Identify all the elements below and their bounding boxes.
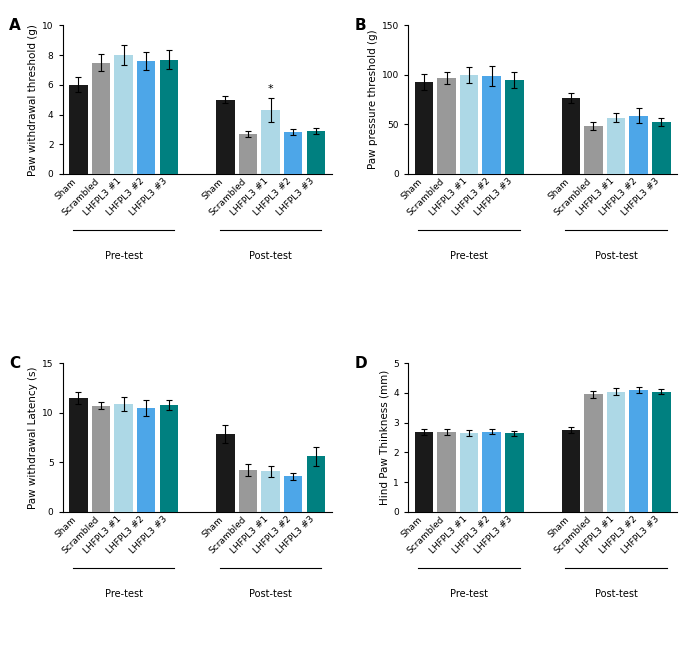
Bar (562, 430, 580, 512)
Text: B: B (354, 18, 366, 33)
Bar (652, 122, 670, 174)
Bar (216, 434, 235, 512)
Bar (307, 457, 325, 512)
Bar (437, 432, 456, 512)
Text: A: A (9, 18, 21, 33)
Bar (216, 100, 235, 174)
Bar (92, 406, 111, 512)
Bar (437, 78, 456, 174)
Bar (505, 80, 524, 174)
Text: Post-test: Post-test (249, 252, 292, 261)
Text: Post-test: Post-test (595, 590, 638, 599)
Bar (505, 433, 524, 512)
Text: *: * (267, 84, 274, 94)
Bar (482, 432, 501, 512)
Text: D: D (354, 356, 367, 371)
Bar (69, 398, 88, 512)
Bar (415, 82, 433, 174)
Bar (415, 432, 433, 512)
Bar (69, 84, 88, 174)
Bar (92, 62, 111, 174)
Bar (238, 470, 257, 512)
Text: Pre-test: Pre-test (104, 252, 142, 261)
Bar (607, 117, 625, 174)
Bar (261, 472, 280, 512)
Text: Pre-test: Pre-test (450, 252, 488, 261)
Bar (652, 392, 670, 512)
Bar (307, 131, 325, 174)
Bar (261, 110, 280, 174)
Bar (460, 433, 478, 512)
Bar (584, 394, 603, 512)
Text: Post-test: Post-test (249, 590, 292, 599)
Y-axis label: Hind Paw Thinkness (mm): Hind Paw Thinkness (mm) (379, 370, 389, 505)
Bar (160, 405, 178, 512)
Bar (160, 60, 178, 174)
Y-axis label: Paw withdrawal Latency (s): Paw withdrawal Latency (s) (28, 366, 38, 509)
Bar (630, 115, 648, 174)
Y-axis label: Paw withdrawal threshold (g): Paw withdrawal threshold (g) (28, 24, 38, 176)
Bar (630, 390, 648, 512)
Bar (114, 404, 133, 512)
Text: Pre-test: Pre-test (104, 590, 142, 599)
Text: C: C (9, 356, 20, 371)
Bar (482, 76, 501, 174)
Text: Pre-test: Pre-test (450, 590, 488, 599)
Bar (284, 132, 303, 174)
Bar (284, 476, 303, 512)
Bar (238, 134, 257, 174)
Bar (114, 55, 133, 174)
Bar (562, 98, 580, 174)
Bar (137, 408, 155, 512)
Bar (607, 392, 625, 512)
Bar (460, 75, 478, 174)
Y-axis label: Paw pressure threshold (g): Paw pressure threshold (g) (368, 30, 377, 170)
Bar (584, 126, 603, 174)
Text: Post-test: Post-test (595, 252, 638, 261)
Bar (137, 61, 155, 174)
